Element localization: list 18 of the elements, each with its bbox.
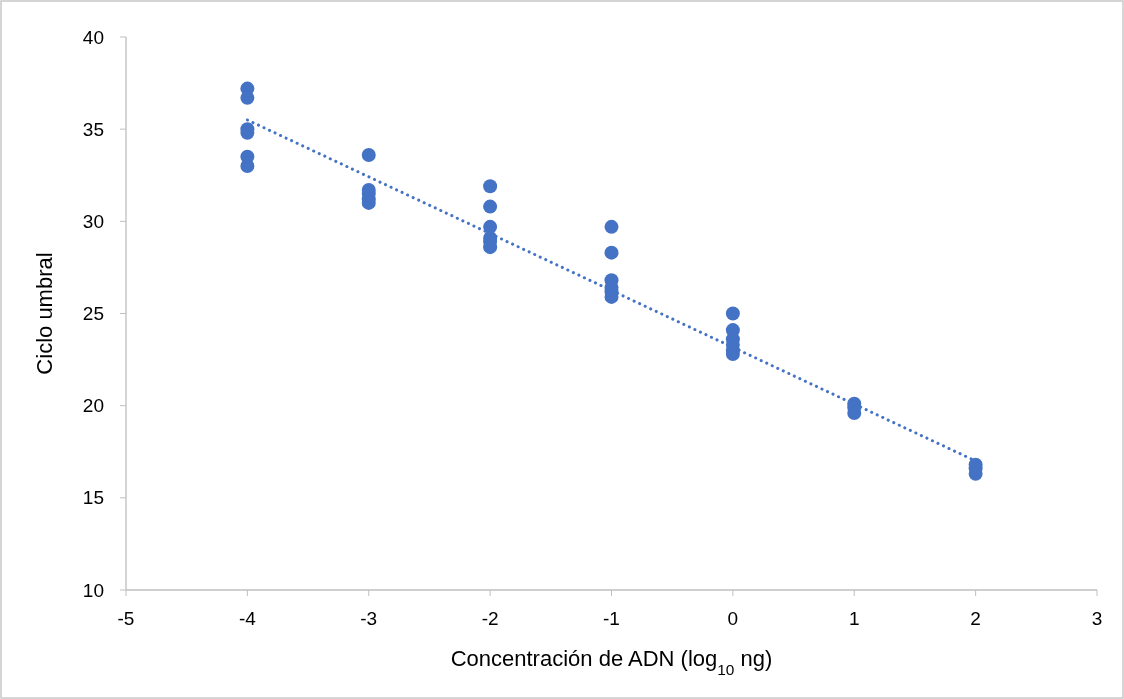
- x-axis-title: Concentración de ADN (log$_{10}$ ng): [450, 646, 773, 678]
- y-tick-label: 35: [82, 118, 104, 140]
- x-tick-label: 3: [1091, 608, 1103, 629]
- x-tick-label: 1: [848, 608, 860, 629]
- y-tick-label: 30: [82, 210, 104, 232]
- y-tick-label: 40: [82, 26, 104, 48]
- y-tick-label: 15: [82, 487, 104, 509]
- x-tick-label: -5: [117, 608, 135, 629]
- x-tick-label: -2: [481, 608, 499, 629]
- x-tick-label: -4: [238, 608, 257, 629]
- x-tick-label: 0: [727, 608, 739, 629]
- x-tick-label: -3: [360, 608, 378, 629]
- x-tick-label: -1: [603, 608, 620, 629]
- y-tick-label: 20: [82, 395, 104, 417]
- y-tick-label: 10: [82, 579, 104, 601]
- x-tick-label: 2: [970, 608, 981, 629]
- y-tick-label: 25: [82, 303, 104, 325]
- y-axis-title: Ciclo umbral: [32, 252, 57, 375]
